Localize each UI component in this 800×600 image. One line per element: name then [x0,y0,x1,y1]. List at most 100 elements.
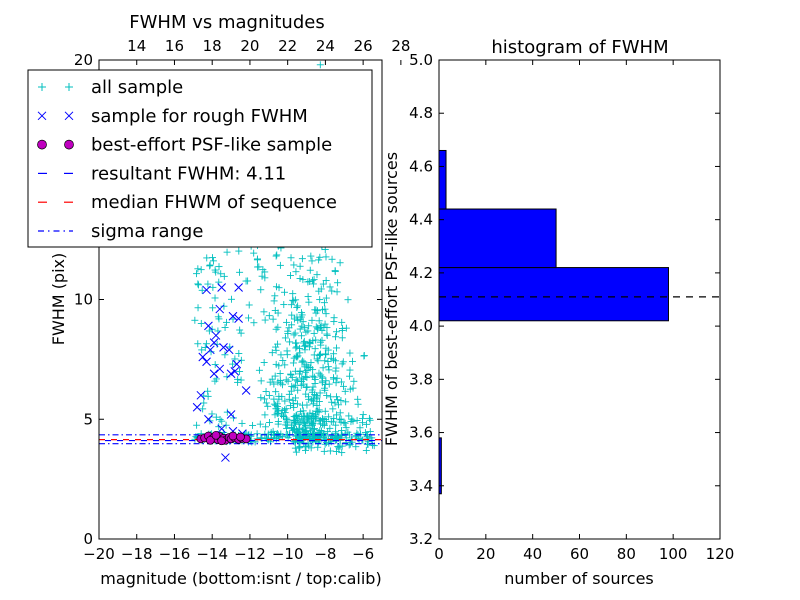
all-sample-point [204,387,212,395]
all-sample-point [250,249,258,257]
all-sample-point [332,428,340,436]
rough-sample-point [226,369,236,379]
hist-y-tick-label: 3.8 [409,370,433,388]
all-sample-point [296,274,304,282]
all-sample-point [346,385,354,393]
all-sample-point [310,397,318,405]
all-sample-point [198,346,206,354]
all-sample-point [332,411,340,419]
top-x-tick-label: 28 [391,37,410,55]
all-sample-point [317,430,325,438]
all-sample-point [284,377,292,385]
all-sample-point [215,423,223,431]
all-sample-point [314,439,322,447]
all-sample-point [223,408,231,416]
all-sample-point [313,324,321,332]
all-sample-point [290,425,298,433]
all-sample-point [229,360,237,368]
all-sample-point [271,307,279,315]
all-sample-point [363,420,371,428]
all-sample-point [194,265,202,273]
all-sample-point [215,315,223,323]
psf-sample-point [217,436,226,446]
all-sample-point [300,324,308,332]
scatter-ticks: −20 −18 −16 −14 −12 −10 −8 −6 0 5 10 14 16 18 20 22 24 26… [74,37,411,563]
hist-x-tick-label: 0 [434,545,444,563]
all-sample-point [313,271,321,279]
all-sample-point [236,268,244,276]
all-sample-point [198,286,206,294]
rough-sample-series [192,283,251,462]
all-sample-point [312,407,320,415]
all-sample-point [297,332,305,340]
all-sample-point [313,401,321,409]
all-sample-point [362,447,370,455]
all-sample-point [324,346,332,354]
all-sample-point [281,409,289,417]
all-sample-point [236,368,244,376]
y-tick-label: 10 [74,291,93,309]
all-sample-point [286,338,294,346]
histogram-bar [438,149,447,210]
all-sample-point [315,417,323,425]
all-sample-point [338,327,346,335]
all-sample-point [319,280,327,288]
histogram-panel: histogram of FWHM 0 20 40 60 80 100 120 3.2 3.4 3… [382,37,734,588]
all-sample-point [308,386,316,394]
all-sample-point [294,400,302,408]
all-sample-point [311,380,319,388]
all-sample-point [272,388,280,396]
rough-sample-point [234,314,243,324]
all-sample-point [296,444,304,452]
all-sample-point [235,349,243,357]
all-sample-point [204,280,212,288]
all-sample-point [236,326,244,334]
histogram-ylabel: FWHM of best-effort PSF-like sources [382,152,401,446]
legend-marker [64,139,74,150]
all-sample-point [264,402,272,410]
all-sample-point [300,375,308,383]
all-sample-point [276,261,284,269]
hist-y-tick-label: 4.6 [409,157,433,175]
all-sample-point [287,370,295,378]
all-sample-point [223,248,231,256]
all-sample-point [272,252,280,260]
all-sample-point [326,424,334,432]
all-sample-point [354,395,362,403]
all-sample-point [352,443,360,451]
psf-sample-series [196,430,251,446]
all-sample-point [193,421,201,429]
all-sample-point [310,329,318,337]
all-sample-point [257,377,265,385]
scatter-ylabel: FWHM (pix) [49,253,68,346]
scatter-panel: FWHM vs magnitudes −20 −18 −16 −14 −12 −10 −8−… [27,12,411,588]
all-sample-point [300,434,308,442]
top-x-tick-label: 22 [278,37,297,55]
rough-sample-point [221,453,230,462]
all-sample-point [216,415,224,423]
all-sample-point [308,257,316,265]
all-sample-point [218,417,226,425]
all-sample-point [333,374,341,382]
rough-sample-point [211,331,221,340]
all-sample-point [221,351,229,359]
all-sample-point [315,369,323,377]
all-sample-point [191,316,199,324]
all-sample-point [310,373,318,381]
all-sample-point [261,411,269,419]
all-sample-point [328,255,336,263]
all-sample-point [366,416,374,424]
hist-x-tick-label: 20 [476,545,495,563]
all-sample-point [338,360,346,368]
all-sample-point [359,415,367,423]
all-sample-point [303,429,311,437]
all-sample-point [333,447,341,455]
x-tick-label: −6 [352,545,374,563]
all-sample-point [273,405,281,413]
all-sample-point [304,278,312,286]
all-sample-point [334,279,342,287]
all-sample-point [215,263,223,271]
all-sample-point [289,290,297,298]
all-sample-point [271,411,279,419]
all-sample-point [308,316,316,324]
